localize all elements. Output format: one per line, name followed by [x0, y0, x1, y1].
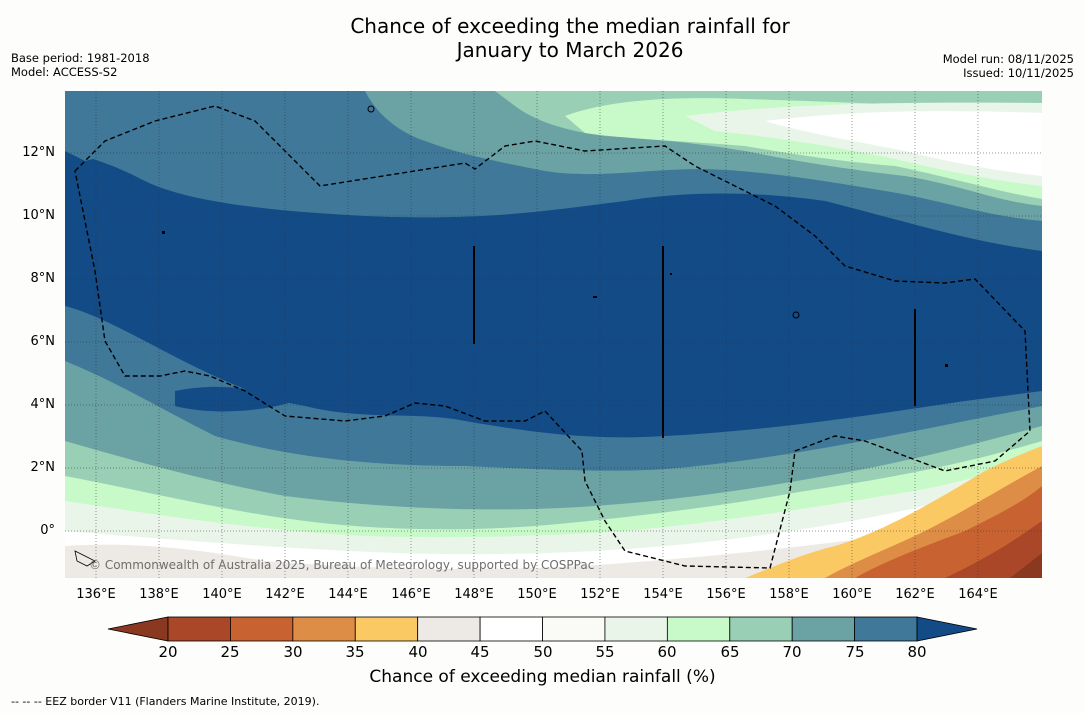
eez-footnote: -- -- -- EEZ border V11 (Flanders Marine… — [11, 695, 320, 708]
colorbar-extend-high — [916, 616, 978, 642]
lon-label-156e: 156°E — [706, 587, 746, 602]
colorbar-tick-20: 20 — [158, 643, 178, 661]
islands — [74, 105, 948, 567]
colorbar-tick-60: 60 — [657, 643, 677, 661]
colorbar-title: Chance of exceeding median rainfall (%) — [369, 667, 716, 687]
colorbar-extend-low — [107, 616, 169, 642]
band-80-southwest-blob — [175, 386, 295, 412]
colorbar-cell — [167, 616, 231, 642]
band-25-south — [945, 521, 1042, 578]
model-run: Model run: 08/11/2025 — [942, 52, 1074, 66]
colorbar-tick-55: 55 — [595, 643, 615, 661]
meta-right: Model run: 08/11/2025 Issued: 10/11/2025 — [943, 52, 1074, 80]
colorbar-cell — [666, 616, 731, 642]
colorbar-tick-35: 35 — [345, 643, 365, 661]
colorbar-tick-70: 70 — [782, 643, 802, 661]
lon-label-138e: 138°E — [139, 587, 179, 602]
colorbar-tick-45: 45 — [470, 643, 490, 661]
lat-label-8n: 8°N — [30, 271, 56, 286]
colorbar-cell — [292, 616, 356, 642]
lon-label-146e: 146°E — [391, 587, 431, 602]
band-45-south — [65, 491, 1042, 578]
eez-border — [74, 105, 1031, 569]
grid-lines — [65, 91, 1042, 578]
lon-label-158e: 158°E — [769, 587, 809, 602]
colorbar-tick-80: 80 — [907, 643, 927, 661]
colorbar-tick-75: 75 — [845, 643, 865, 661]
copyright-notice: © Commonwealth of Australia 2025, Bureau… — [89, 558, 595, 572]
lat-label-10n: 10°N — [22, 208, 55, 223]
lon-label-154e: 154°E — [643, 587, 683, 602]
colorbar-cell — [417, 616, 481, 642]
lon-label-160e: 160°E — [832, 587, 872, 602]
colorbar-tick-50: 50 — [533, 643, 553, 661]
colorbar-cell — [729, 616, 793, 642]
colorbar-cell — [542, 616, 606, 642]
map-canvas — [65, 91, 1042, 578]
model-name: Model: ACCESS-S2 — [11, 65, 118, 79]
lon-label-164e: 164°E — [958, 587, 998, 602]
base-period: Base period: 1981-2018 — [11, 51, 150, 65]
colorbar-cell — [230, 616, 294, 642]
colorbar-tick-65: 65 — [720, 643, 740, 661]
band-20-south — [1010, 553, 1042, 578]
lat-label-4n: 4°N — [30, 397, 56, 412]
blob-70-west — [65, 96, 145, 161]
colorbar-cell — [854, 616, 918, 642]
rainfall-map: © Commonwealth of Australia 2025, Bureau… — [65, 91, 1042, 578]
colorbar-cell — [479, 616, 543, 642]
lon-label-152e: 152°E — [580, 587, 620, 602]
lon-label-148e: 148°E — [454, 587, 494, 602]
lat-label-6n: 6°N — [30, 334, 56, 349]
title-line-2: January to March 2026 — [456, 38, 684, 62]
lon-label-140e: 140°E — [202, 587, 242, 602]
lat-label-0: 0° — [40, 523, 55, 538]
lat-label-2n: 2°N — [30, 460, 56, 475]
lon-label-136e: 136°E — [76, 587, 116, 602]
colorbar-tick-30: 30 — [283, 643, 303, 661]
title-line-1: Chance of exceeding the median rainfall … — [350, 14, 790, 38]
meta-left: Base period: 1981-2018 Model: ACCESS-S2 — [11, 51, 150, 79]
band-50-north — [765, 111, 1042, 176]
colorbar-cell — [791, 616, 856, 642]
lat-label-12n: 12°N — [22, 145, 55, 160]
lon-label-150e: 150°E — [517, 587, 557, 602]
lon-label-162e: 162°E — [895, 587, 935, 602]
colorbar-tick-40: 40 — [408, 643, 428, 661]
map-title: Chance of exceeding the median rainfall … — [170, 14, 970, 62]
colorbar-cell — [604, 616, 668, 642]
lon-label-144e: 144°E — [328, 587, 368, 602]
lon-label-142e: 142°E — [265, 587, 305, 602]
colorbar-tick-25: 25 — [220, 643, 240, 661]
colorbar-cell — [354, 616, 419, 642]
colorbar — [107, 616, 978, 642]
issued-date: Issued: 10/11/2025 — [963, 66, 1074, 80]
